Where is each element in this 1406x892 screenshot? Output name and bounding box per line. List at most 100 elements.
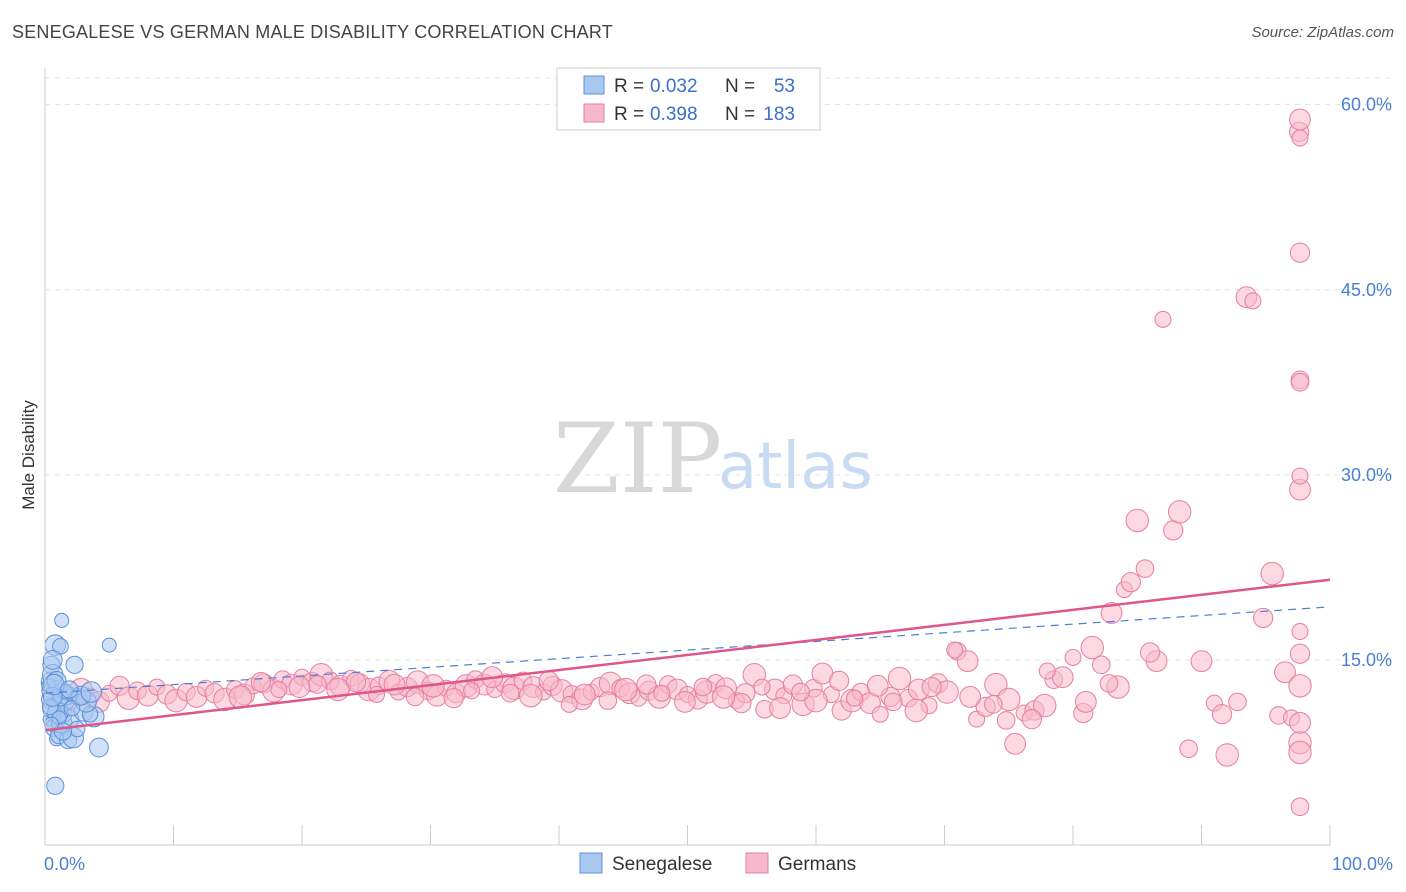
chart-source: Source: ZipAtlas.com xyxy=(1251,24,1394,41)
data-point xyxy=(1290,797,1310,817)
grid-layer xyxy=(45,77,1392,661)
senegalese-points xyxy=(40,612,117,795)
data-point xyxy=(1021,709,1042,730)
data-point xyxy=(636,674,657,695)
data-point xyxy=(959,686,982,708)
data-point xyxy=(984,695,1003,714)
data-point xyxy=(560,695,578,713)
data-point xyxy=(1091,655,1111,675)
data-point xyxy=(1253,607,1274,629)
data-point xyxy=(1135,559,1155,578)
data-point xyxy=(101,637,117,653)
data-point xyxy=(288,676,311,698)
y-tick-label: 45.0% xyxy=(1341,280,1392,300)
data-point xyxy=(368,685,386,703)
data-point xyxy=(904,698,928,723)
data-point xyxy=(1211,704,1233,725)
legend-germans-n-value: 183 xyxy=(763,104,795,125)
data-point xyxy=(1080,635,1104,660)
x-tick-label-max: 100.0% xyxy=(1332,854,1393,874)
data-point xyxy=(1120,572,1141,593)
data-point xyxy=(65,655,84,674)
data-point xyxy=(1291,467,1309,485)
data-point xyxy=(1163,520,1184,541)
data-point xyxy=(1289,643,1311,664)
data-point xyxy=(43,716,59,732)
data-point xyxy=(1288,674,1312,698)
data-point xyxy=(1190,650,1213,673)
data-point xyxy=(270,681,288,699)
data-point xyxy=(1291,623,1309,641)
data-point xyxy=(1064,648,1082,666)
data-point xyxy=(1290,372,1310,392)
data-point xyxy=(846,689,864,707)
watermark-zip: ZIP xyxy=(553,403,722,515)
watermark-atlas: atlas xyxy=(718,430,873,504)
data-point xyxy=(769,697,791,719)
data-point xyxy=(956,650,979,673)
data-point xyxy=(1179,739,1198,759)
data-point xyxy=(573,683,596,706)
data-point xyxy=(946,641,964,659)
bottom-legend-germans-label: Germans xyxy=(778,854,856,875)
data-point xyxy=(887,666,912,691)
data-point xyxy=(250,672,271,693)
data-point xyxy=(598,691,618,710)
bottom-legend-senegalese-label: Senegalese xyxy=(612,854,712,875)
data-point xyxy=(46,776,65,795)
data-point xyxy=(1260,561,1284,586)
correlation-legend: R = 0.032 N = 53 R = 0.398 N = 183 xyxy=(556,67,821,131)
legend-senegalese-r-value: 0.032 xyxy=(650,76,698,97)
data-point xyxy=(1125,508,1149,533)
legend-senegalese-r-label: R = xyxy=(614,76,644,97)
data-point xyxy=(1274,661,1296,684)
data-point xyxy=(711,685,736,709)
data-point xyxy=(1215,743,1239,767)
legend-germans-swatch xyxy=(583,103,605,123)
bottom-legend-senegalese-swatch xyxy=(579,852,603,874)
legend-senegalese-swatch xyxy=(583,75,605,95)
data-point xyxy=(1289,108,1311,131)
data-point xyxy=(405,687,425,707)
data-point xyxy=(383,673,406,696)
data-point xyxy=(693,677,713,697)
data-point xyxy=(921,676,942,698)
data-point xyxy=(308,675,327,694)
data-point xyxy=(1228,692,1247,712)
y-tick-label: 15.0% xyxy=(1341,650,1392,670)
legend-germans-n-label: N = xyxy=(725,104,755,125)
legend-senegalese-n-value: 53 xyxy=(774,76,795,97)
data-point xyxy=(1154,310,1172,328)
data-point xyxy=(463,682,481,700)
series-legend: Senegalese Germans xyxy=(579,852,856,875)
x-tick-label-min: 0.0% xyxy=(44,854,85,874)
data-point xyxy=(54,612,70,628)
data-point xyxy=(42,650,63,670)
data-point xyxy=(996,711,1016,730)
data-point xyxy=(1140,642,1161,663)
data-point xyxy=(1167,500,1192,524)
data-point xyxy=(804,688,828,713)
data-point xyxy=(1289,242,1311,263)
legend-germans-r-label: R = xyxy=(614,104,644,125)
y-axis-label: Male Disability xyxy=(19,400,38,510)
germans-trend-line xyxy=(44,578,1331,732)
data-point xyxy=(753,678,771,696)
chart-title: SENEGALESE VS GERMAN MALE DISABILITY COR… xyxy=(12,22,613,42)
germans-points xyxy=(51,108,1312,817)
data-point xyxy=(80,681,102,703)
data-point xyxy=(443,688,464,709)
data-point xyxy=(829,670,850,691)
legend-senegalese-n-label: N = xyxy=(725,76,755,97)
data-point xyxy=(653,684,671,702)
data-point xyxy=(1074,690,1097,713)
data-point xyxy=(1291,129,1309,147)
axes: 15.0% 30.0% 45.0% 60.0% 0.0% 100.0% xyxy=(44,68,1393,874)
trend-lines xyxy=(44,578,1331,732)
data-point xyxy=(1038,662,1056,680)
y-tick-label: 30.0% xyxy=(1341,465,1392,485)
data-point xyxy=(871,705,889,723)
bottom-legend-germans-swatch xyxy=(745,852,769,874)
senegalese-trend-line xyxy=(44,606,1331,694)
